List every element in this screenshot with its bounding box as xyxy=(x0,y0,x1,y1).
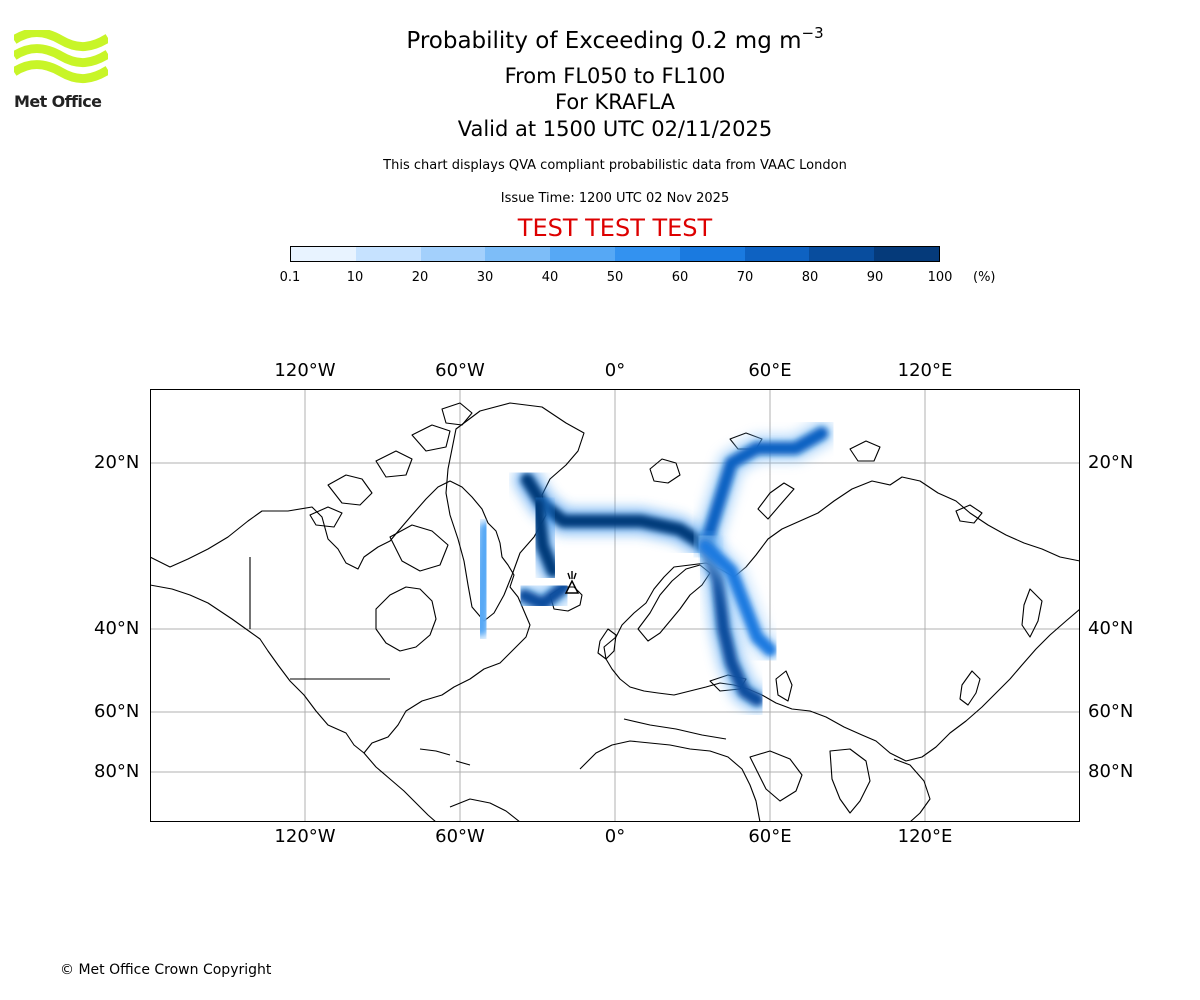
met-office-wave-icon xyxy=(11,28,111,83)
coast-india xyxy=(829,748,871,814)
plume-core-greenland-east xyxy=(531,498,560,578)
coast-arabia xyxy=(749,750,803,802)
coast-severnaya xyxy=(849,440,881,462)
coast-baffin xyxy=(389,524,449,572)
colorbar-tick-label: 10 xyxy=(346,270,364,285)
colorbar-tick-label: 30 xyxy=(476,270,494,285)
copyright: © Met Office Crown Copyright xyxy=(60,962,272,978)
chart-description: This chart displays QVA compliant probab… xyxy=(383,158,847,173)
colorbar-tick-label: 0.1 xyxy=(279,270,301,285)
lon-label-bottom: 60°W xyxy=(435,826,485,847)
plume-map[interactable] xyxy=(150,389,1080,822)
lon-label-bottom: 120°E xyxy=(897,826,953,847)
lon-label-bottom: 60°E xyxy=(748,826,792,847)
flight-levels: From FL050 to FL100 xyxy=(504,64,726,88)
coast-arctic-islands-1 xyxy=(327,474,373,506)
lat-label-right: 20°N xyxy=(1088,452,1134,473)
coast-africa xyxy=(579,740,761,822)
test-banner: TEST TEST TEST xyxy=(517,214,713,242)
map-gridlines xyxy=(150,389,1080,822)
lon-label-bottom: 0° xyxy=(604,826,626,847)
lon-label-top: 120°W xyxy=(274,360,336,381)
lat-label-left: 80°N xyxy=(94,761,140,782)
coast-arctic-islands-5 xyxy=(309,506,343,528)
plume-core-greenland-west xyxy=(474,522,493,636)
map-frame xyxy=(150,389,1080,822)
issue-time: Issue Time: 1200 UTC 02 Nov 2025 xyxy=(500,191,730,206)
coast-arctic-islands-4 xyxy=(441,402,473,426)
colorbar-tick-label: 90 xyxy=(866,270,884,285)
lon-label-top: 60°W xyxy=(435,360,485,381)
chart-title: Probability of Exceeding 0.2 mg m−3 xyxy=(0,24,1200,54)
valid-time: Valid at 1500 UTC 02/11/2025 xyxy=(457,117,773,141)
coast-kamchatka xyxy=(1021,588,1043,638)
plume-core-iceland-south xyxy=(518,581,570,611)
met-office-logo: Met Office xyxy=(11,28,111,112)
colorbar-unit: (%) xyxy=(973,270,996,285)
coast-central-america xyxy=(363,752,437,822)
colorbar-tick-label: 40 xyxy=(541,270,559,285)
colorbar-segment xyxy=(291,247,356,261)
ash-plume xyxy=(467,420,835,713)
colorbar-segment xyxy=(679,247,745,261)
volcano-name: For KRAFLA xyxy=(555,90,675,114)
colorbar-tick-label: 100 xyxy=(927,270,953,285)
coast-britain xyxy=(597,628,617,660)
coast-greenland xyxy=(445,402,585,622)
colorbar-tick-label: 60 xyxy=(671,270,689,285)
coast-arctic-islands-3 xyxy=(411,424,451,452)
coast-scandinavia xyxy=(637,564,711,642)
coast-arctic-islands-2 xyxy=(375,450,413,478)
lon-label-bottom: 120°W xyxy=(274,826,336,847)
colorbar-segment xyxy=(874,247,939,261)
coast-caspian xyxy=(775,670,793,702)
coast-south-america xyxy=(449,798,521,822)
colorbar xyxy=(290,246,940,262)
lat-label-left: 20°N xyxy=(94,452,140,473)
lat-label-right: 40°N xyxy=(1088,618,1134,639)
lat-label-right: 60°N xyxy=(1088,701,1134,722)
lat-label-left: 60°N xyxy=(94,701,140,722)
coast-mediterranean xyxy=(623,718,727,740)
coast-new-siberia xyxy=(955,504,983,524)
colorbar-segment xyxy=(420,247,486,261)
coast-hudson-bay xyxy=(375,586,437,652)
lon-label-top: 120°E xyxy=(897,360,953,381)
colorbar-segment xyxy=(550,247,615,261)
coast-caribbean xyxy=(419,748,471,766)
volcano-marker xyxy=(564,571,580,594)
coast-svalbard xyxy=(649,458,681,484)
plume-core-barents-branch xyxy=(698,426,829,553)
lon-label-top: 0° xyxy=(604,360,626,381)
colorbar-tick-label: 70 xyxy=(736,270,754,285)
colorbar-segment xyxy=(485,247,551,261)
colorbar-segment xyxy=(614,247,680,261)
title-exponent: −3 xyxy=(801,24,824,42)
coast-se-asia xyxy=(893,758,931,822)
colorbar-tick-label: 20 xyxy=(411,270,429,285)
title-text: Probability of Exceeding 0.2 mg m xyxy=(406,28,802,54)
lon-label-top: 60°E xyxy=(748,360,792,381)
logo-text: Met Office xyxy=(14,92,102,111)
colorbar-tick-label: 50 xyxy=(606,270,624,285)
coast-japan xyxy=(959,670,981,706)
colorbar-tick-label: 80 xyxy=(801,270,819,285)
lat-label-left: 40°N xyxy=(94,618,140,639)
plume-core-ural-branch xyxy=(698,539,777,657)
colorbar-segment xyxy=(744,247,810,261)
colorbar-segment xyxy=(809,247,875,261)
coast-novaya-zemlya xyxy=(757,482,795,520)
colorbar-segment xyxy=(355,247,421,261)
volcano-icon xyxy=(564,571,580,594)
lat-label-right: 80°N xyxy=(1088,761,1134,782)
